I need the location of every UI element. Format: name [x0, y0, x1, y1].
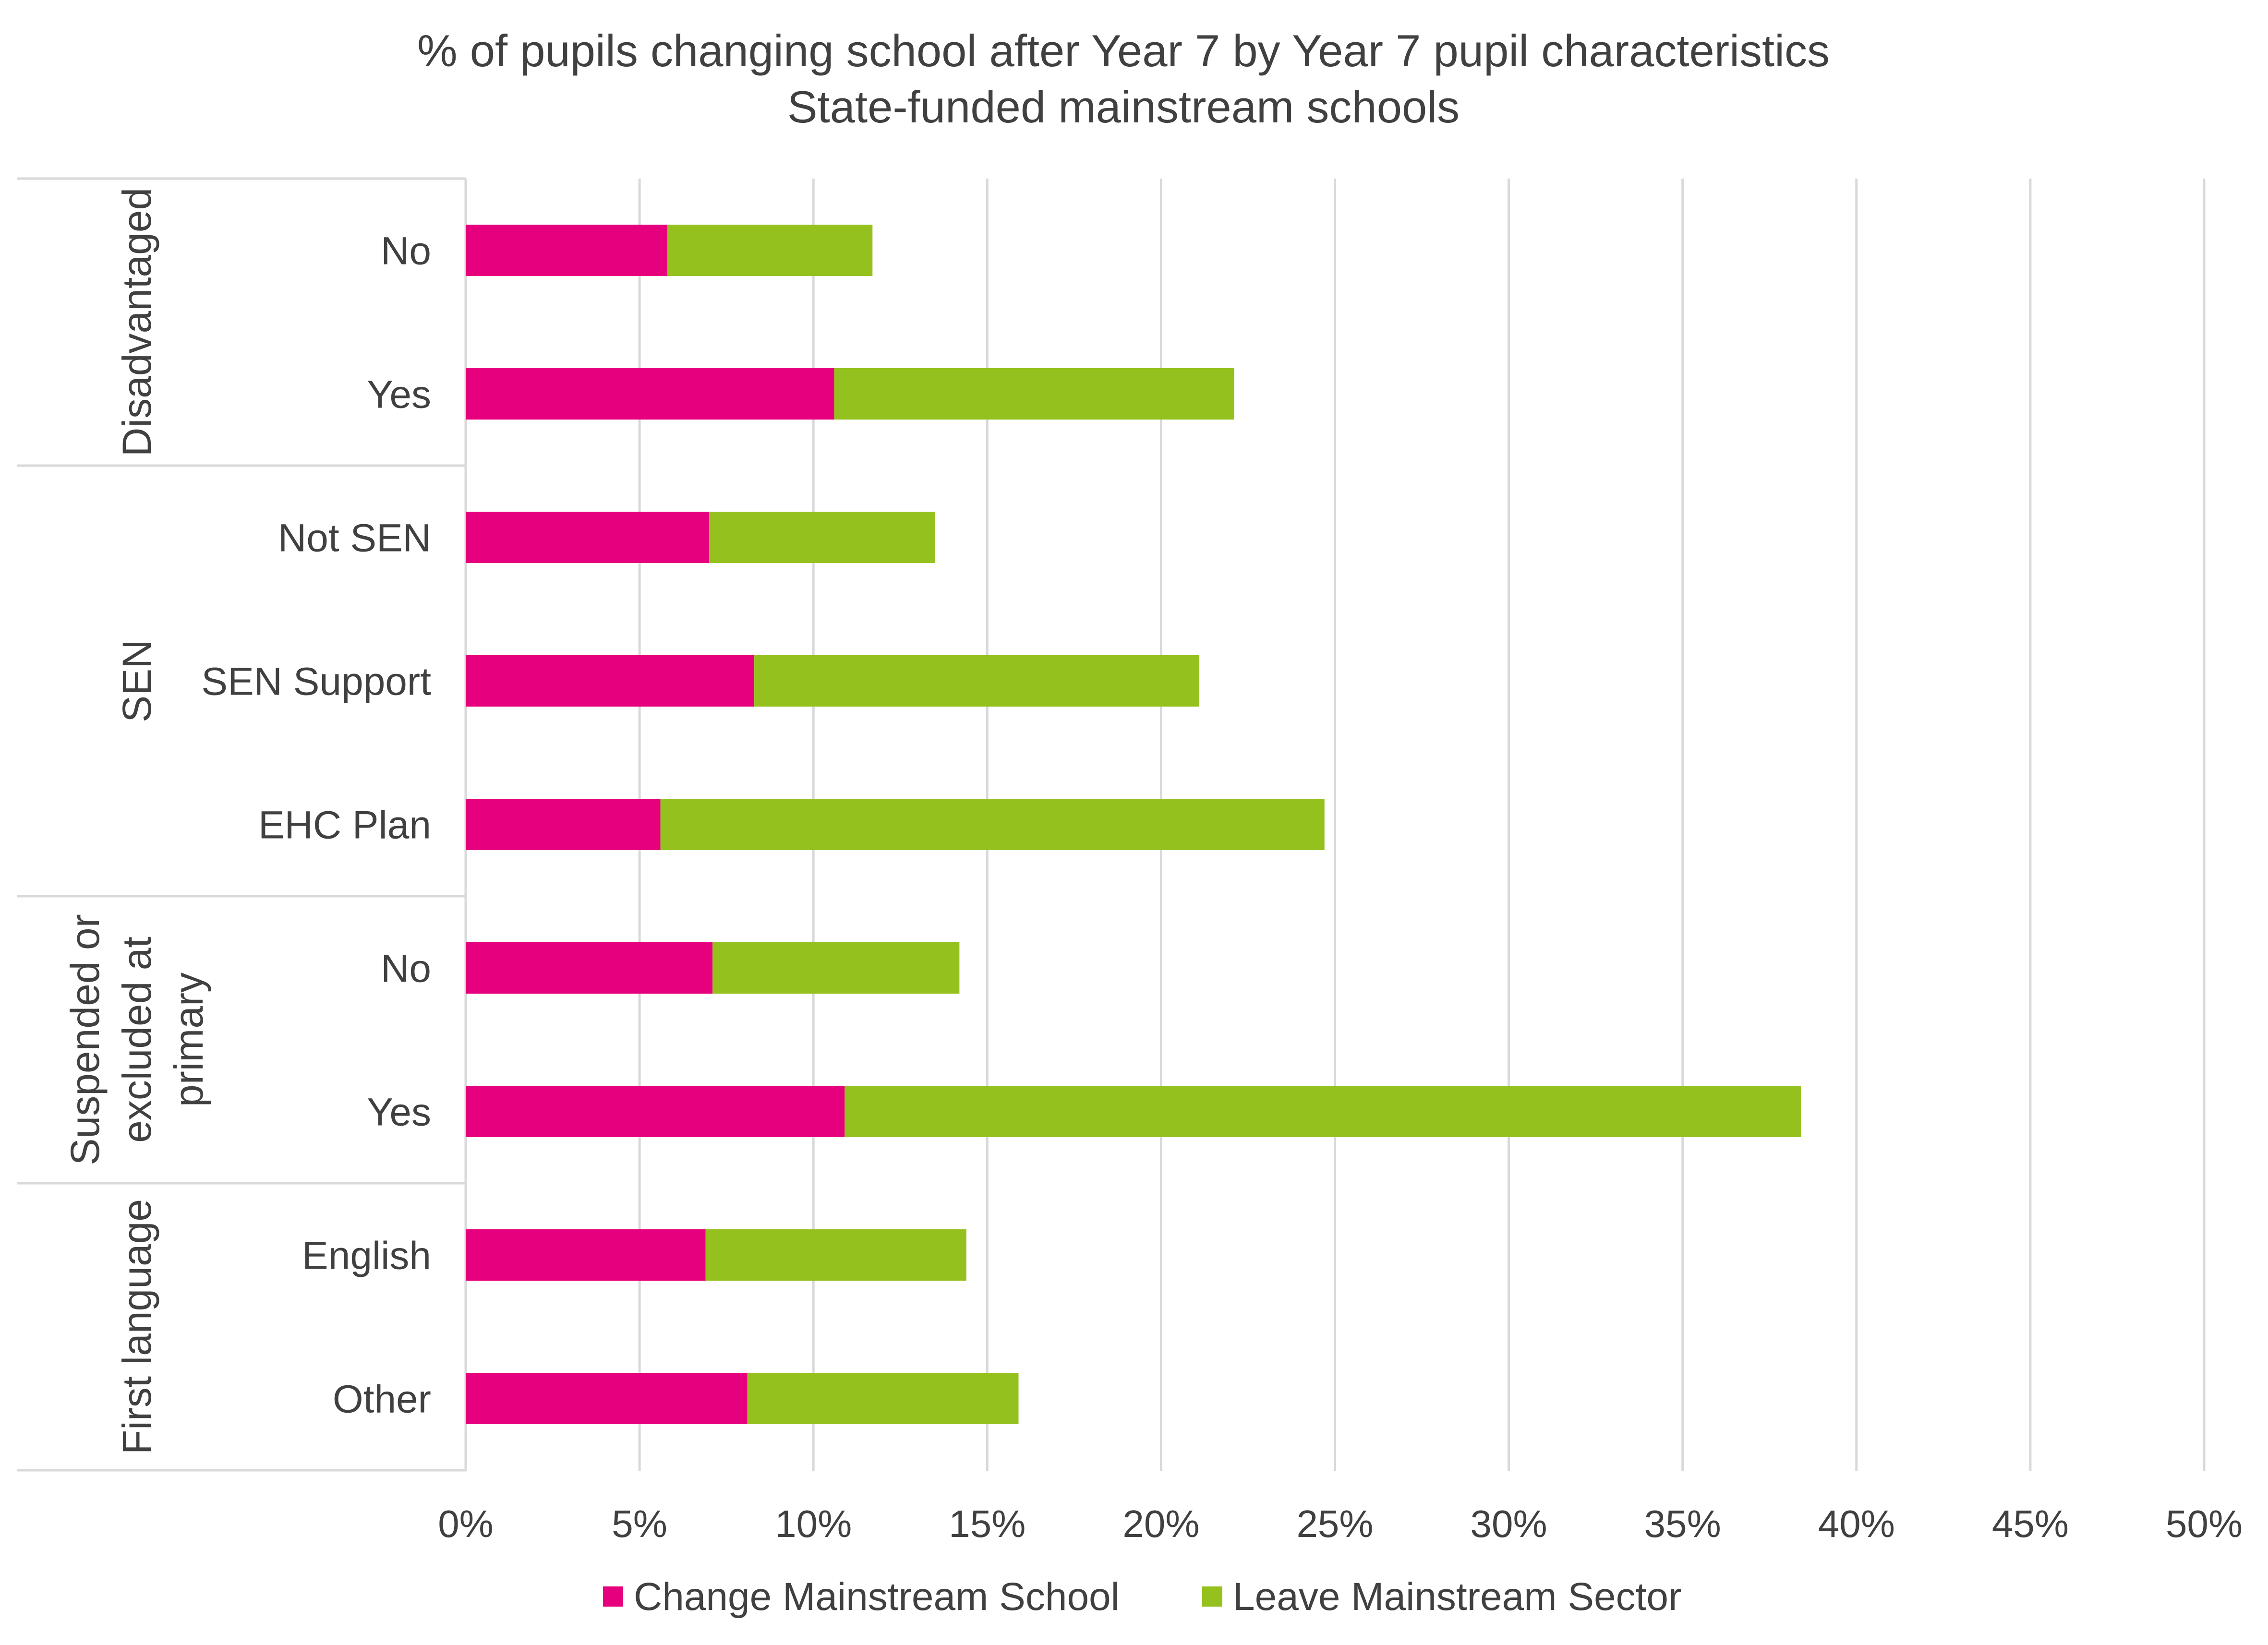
- group-label-line: Disadvantaged: [114, 188, 159, 456]
- bar-leave-mainstream-sector: [660, 799, 1325, 850]
- x-tick-label: 30%: [1471, 1502, 1547, 1545]
- bar-change-mainstream-school: [466, 512, 709, 563]
- legend-swatch: [603, 1586, 623, 1607]
- bar-leave-mainstream-sector: [747, 1373, 1019, 1424]
- bar-change-mainstream-school: [466, 225, 668, 276]
- category-label: Not SEN: [278, 516, 431, 560]
- bar-leave-mainstream-sector: [834, 368, 1234, 420]
- legend-label: Change Mainstream School: [634, 1575, 1120, 1619]
- chart-subtitle: State-funded mainstream schools: [787, 82, 1460, 132]
- bar-leave-mainstream-sector: [754, 655, 1200, 707]
- category-label: No: [381, 947, 431, 991]
- bar-change-mainstream-school: [466, 1229, 706, 1281]
- group-label-line: primary: [166, 973, 211, 1107]
- category-label: SEN Support: [201, 660, 431, 704]
- chart-title: % of pupils changing school after Year 7…: [417, 25, 1830, 76]
- x-tick-label: 35%: [1644, 1502, 1721, 1545]
- bar-leave-mainstream-sector: [705, 1229, 966, 1281]
- group-label-line: First language: [114, 1199, 159, 1454]
- x-tick-label: 10%: [775, 1502, 852, 1545]
- bar-leave-mainstream-sector: [844, 1086, 1801, 1137]
- group-label: First language: [114, 1199, 159, 1454]
- category-label: Other: [333, 1378, 431, 1421]
- x-axis-tick-labels: 0% 5% 10% 15% 20% 25% 30% 35% 40% 45% 50%: [438, 1502, 2243, 1545]
- bar-leave-mainstream-sector: [712, 942, 960, 994]
- group-labels: Disadvantaged SEN Suspended or excluded at p…: [62, 188, 211, 1454]
- bar-change-mainstream-school: [466, 1086, 845, 1137]
- x-tick-label: 15%: [949, 1502, 1025, 1545]
- legend-swatch: [1202, 1586, 1222, 1607]
- group-label: Suspended or excluded at primary: [62, 914, 211, 1165]
- x-tick-label: 0%: [438, 1502, 494, 1545]
- category-label: EHC Plan: [258, 804, 431, 847]
- bar-change-mainstream-school: [466, 799, 661, 850]
- x-tick-label: 5%: [612, 1502, 667, 1545]
- group-label: Disadvantaged: [114, 188, 159, 456]
- category-labels: No Yes Not SEN SEN Support EHC Plan No Yes Engl…: [201, 229, 431, 1421]
- group-label: SEN: [114, 639, 159, 722]
- x-tick-label: 50%: [2166, 1502, 2243, 1545]
- group-label-line: Suspended or: [62, 914, 108, 1165]
- category-label: Yes: [367, 373, 431, 417]
- bar-change-mainstream-school: [466, 942, 713, 994]
- bar-leave-mainstream-sector: [667, 225, 873, 276]
- category-label: No: [381, 229, 431, 273]
- legend-label: Leave Mainstream Sector: [1233, 1575, 1681, 1619]
- x-tick-label: 40%: [1818, 1502, 1895, 1545]
- category-label: English: [302, 1234, 431, 1278]
- x-tick-label: 25%: [1296, 1502, 1373, 1545]
- x-tick-label: 45%: [1992, 1502, 2069, 1545]
- bar-change-mainstream-school: [466, 368, 834, 420]
- bar-leave-mainstream-sector: [709, 512, 935, 563]
- bars: [466, 225, 1801, 1424]
- bar-change-mainstream-school: [466, 655, 755, 707]
- group-label-line: SEN: [114, 639, 159, 722]
- bar-change-mainstream-school: [466, 1373, 748, 1424]
- group-label-line: excluded at: [114, 937, 159, 1143]
- category-label: Yes: [367, 1091, 431, 1134]
- x-tick-label: 20%: [1122, 1502, 1199, 1545]
- legend: Change Mainstream School Leave Mainstream…: [603, 1575, 1681, 1619]
